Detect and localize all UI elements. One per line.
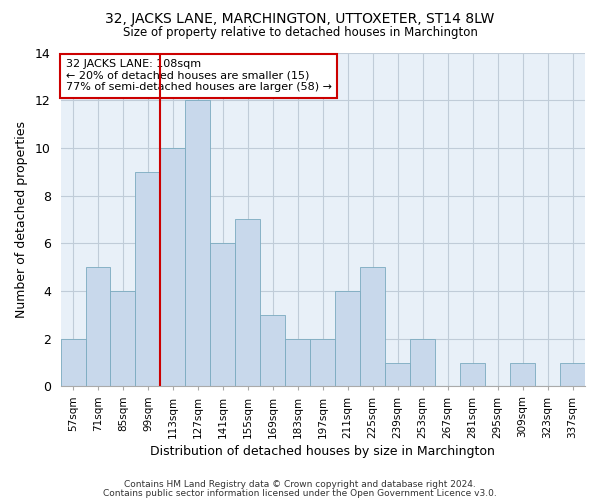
Text: Contains public sector information licensed under the Open Government Licence v3: Contains public sector information licen…	[103, 488, 497, 498]
Bar	[310, 338, 335, 386]
Bar	[260, 315, 286, 386]
Bar	[136, 172, 160, 386]
Text: 32 JACKS LANE: 108sqm
← 20% of detached houses are smaller (15)
77% of semi-deta: 32 JACKS LANE: 108sqm ← 20% of detached …	[66, 59, 332, 92]
Bar	[61, 338, 86, 386]
Bar	[560, 362, 585, 386]
Bar	[510, 362, 535, 386]
Bar	[286, 338, 310, 386]
Bar	[460, 362, 485, 386]
Bar	[86, 267, 110, 386]
Bar	[235, 220, 260, 386]
Bar	[385, 362, 410, 386]
Bar	[360, 267, 385, 386]
Bar	[335, 291, 360, 386]
Text: 32, JACKS LANE, MARCHINGTON, UTTOXETER, ST14 8LW: 32, JACKS LANE, MARCHINGTON, UTTOXETER, …	[106, 12, 494, 26]
Text: Contains HM Land Registry data © Crown copyright and database right 2024.: Contains HM Land Registry data © Crown c…	[124, 480, 476, 489]
Text: Size of property relative to detached houses in Marchington: Size of property relative to detached ho…	[122, 26, 478, 39]
Y-axis label: Number of detached properties: Number of detached properties	[15, 121, 28, 318]
X-axis label: Distribution of detached houses by size in Marchington: Distribution of detached houses by size …	[151, 444, 495, 458]
Bar	[160, 148, 185, 386]
Bar	[185, 100, 211, 386]
Bar	[110, 291, 136, 386]
Bar	[211, 244, 235, 386]
Bar	[410, 338, 435, 386]
